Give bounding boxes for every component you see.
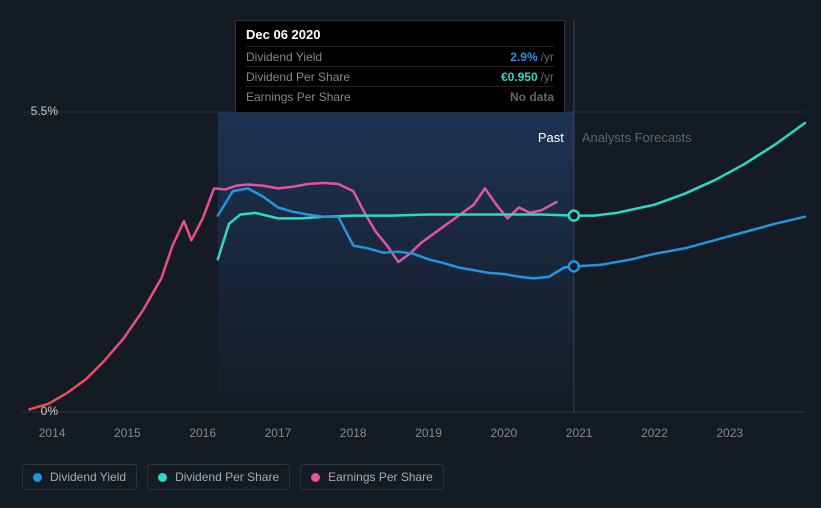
- tooltip-row-value: €0.950/yr: [501, 68, 554, 86]
- legend-dividend-per-share[interactable]: Dividend Per Share: [147, 464, 290, 490]
- legend-dot-icon: [158, 473, 167, 482]
- legend-label: Earnings Per Share: [328, 470, 433, 484]
- tooltip-row: Dividend Yield 2.9%/yr: [246, 46, 554, 66]
- x-axis-year-label: 2023: [716, 426, 743, 440]
- tooltip-row: Dividend Per Share €0.950/yr: [246, 66, 554, 86]
- dividend-chart: 5.5% 0% 2014 2015 2016 2017 2018 2019 2020 2021…: [0, 0, 821, 508]
- tooltip-row-label: Dividend Per Share: [246, 68, 350, 86]
- x-axis-year-label: 2015: [114, 426, 141, 440]
- tooltip-row-label: Earnings Per Share: [246, 88, 351, 106]
- forecast-region-label: Analysts Forecasts: [582, 130, 692, 145]
- tooltip-row-value: No data: [510, 88, 554, 106]
- legend-earnings-per-share[interactable]: Earnings Per Share: [300, 464, 444, 490]
- chart-tooltip: Dec 06 2020 Dividend Yield2.9%/yrDividen…: [235, 20, 565, 113]
- chart-legend: Dividend Yield Dividend Per Share Earnin…: [22, 464, 444, 490]
- tooltip-row-label: Dividend Yield: [246, 48, 322, 66]
- x-axis-year-label: 2016: [189, 426, 216, 440]
- y-axis-max-label: 5.5%: [18, 104, 58, 118]
- legend-dot-icon: [311, 473, 320, 482]
- tooltip-row-value: 2.9%/yr: [510, 48, 554, 66]
- x-axis-year-label: 2017: [265, 426, 292, 440]
- x-axis-year-label: 2014: [39, 426, 66, 440]
- tooltip-date: Dec 06 2020: [246, 27, 554, 42]
- x-axis-year-label: 2018: [340, 426, 367, 440]
- legend-label: Dividend Per Share: [175, 470, 279, 484]
- x-axis-year-label: 2021: [566, 426, 593, 440]
- x-axis-year-label: 2020: [490, 426, 517, 440]
- past-region-label: Past: [538, 130, 564, 145]
- x-axis-year-label: 2019: [415, 426, 442, 440]
- y-axis-min-label: 0%: [18, 404, 58, 418]
- legend-dot-icon: [33, 473, 42, 482]
- legend-dividend-yield[interactable]: Dividend Yield: [22, 464, 137, 490]
- legend-label: Dividend Yield: [50, 470, 126, 484]
- x-axis-year-label: 2022: [641, 426, 668, 440]
- tooltip-row: Earnings Per Share No data: [246, 86, 554, 106]
